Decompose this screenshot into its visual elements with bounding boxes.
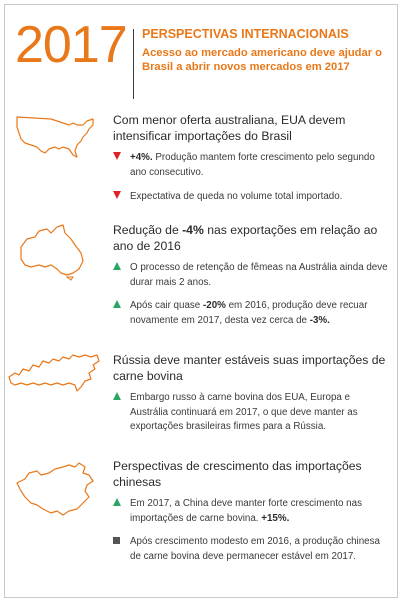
title-bold: -4% [182,223,204,237]
australia-map-icon [20,224,84,281]
section-australia-title: Redução de -4% nas exportações em relaçã… [113,223,393,254]
header: 2017 PERSPECTIVAS INTERNACIONAIS Acesso … [5,19,397,99]
bullet-usa-1: +4%. Produção mantem forte crescimento p… [113,151,389,180]
title-prefix: Redução de [113,223,183,237]
bullet-bold: +4%. [130,152,153,163]
square-bullet-icon [113,536,123,546]
up-triangle-icon [113,498,123,508]
bullet-text: Após crescimento modesto em 2016, a prod… [130,536,380,562]
section-china-title: Perspectivas de crescimento das importaç… [113,459,362,489]
header-subtitle: Acesso ao mercado americano deve ajudar … [142,47,383,73]
bullet-china-1: Em 2017, a China deve manter forte cresc… [113,497,389,526]
bullet-text: Expectativa de queda no volume total imp… [130,191,343,202]
bullet-text: Embargo russo à carne bovina dos EUA, Eu… [130,392,358,433]
bullet-bold: -20% [202,300,226,311]
down-triangle-icon [113,191,123,201]
title-suffix: nas exportações em relação ao ano de 201… [113,223,378,253]
bullet-usa-2: Expectativa de queda no volume total imp… [113,190,389,205]
section-usa-title: Com menor oferta australiana, EUA devem … [113,113,346,143]
section-russia-title: Rússia deve manter estáveis suas importa… [113,353,386,383]
bullet-china-2: Após crescimento modesto em 2016, a prod… [113,535,389,564]
bullet-text: O processo de retenção de fêmeas na Aust… [130,262,388,288]
bullet-text: Após cair quase [130,300,203,311]
russia-map-icon [8,354,100,392]
year-label: 2017 [15,16,128,74]
up-triangle-icon [113,300,123,310]
bullet-australia-1: O processo de retenção de fêmeas na Aust… [113,261,389,290]
down-triangle-icon [113,152,123,162]
header-title: PERSPECTIVAS INTERNACIONAIS [142,27,349,41]
china-map-icon [16,462,94,516]
up-triangle-icon [113,392,123,402]
bullet-australia-2: Após cair quase -20% em 2016, produção d… [113,299,389,328]
bullet-text: Em 2017, a China deve manter forte cresc… [130,498,362,524]
bullet-russia-1: Embargo russo à carne bovina dos EUA, Eu… [113,391,389,435]
up-triangle-icon [113,262,123,272]
bullet-text: Produção mantem forte crescimento pelo s… [130,152,375,178]
header-divider [133,29,134,99]
bullet-text: em 2016, produção deve recuar novamente … [130,300,368,326]
bullet-bold: -3%. [309,314,330,326]
bullet-bold: +15%. [261,512,290,524]
infographic-card: 2017 PERSPECTIVAS INTERNACIONAIS Acesso … [4,4,398,598]
usa-map-icon [16,116,94,158]
